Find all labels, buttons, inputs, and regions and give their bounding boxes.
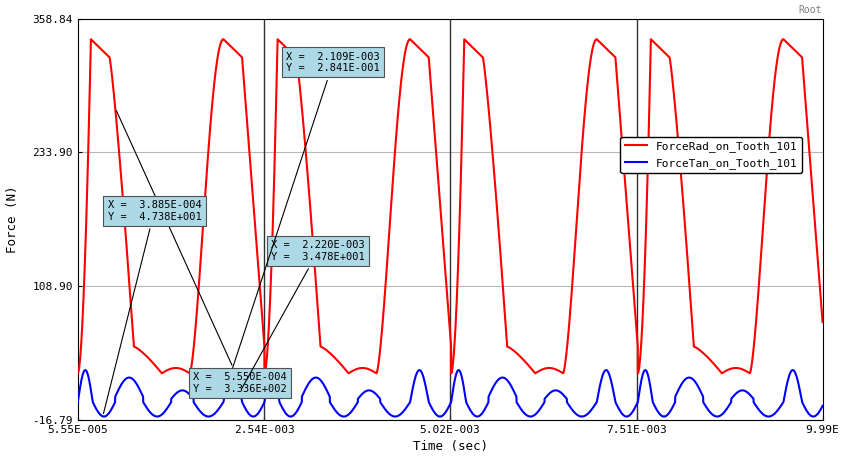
- ForceRad_on_Tooth_101: [513, 352, 523, 358]
- Legend: ForceRad_on_Tooth_101, ForceTan_on_Tooth_101: ForceRad_on_Tooth_101, ForceTan_on_Tooth…: [619, 137, 801, 173]
- Line: ForceRad_on_Tooth_101: ForceRad_on_Tooth_101: [78, 39, 821, 373]
- ForceTan_on_Tooth_101: [513, 403, 523, 409]
- ForceTan_on_Tooth_101: [338, 414, 349, 419]
- ForceTan_on_Tooth_101: [453, 367, 463, 373]
- Text: Root: Root: [798, 5, 821, 15]
- ForceTan_on_Tooth_101: [664, 409, 674, 414]
- ForceRad_on_Tooth_101: [342, 369, 352, 375]
- ForceTan_on_Tooth_101: [342, 413, 352, 418]
- Text: X =  5.550E-004
Y =  3.336E+002: X = 5.550E-004 Y = 3.336E+002: [116, 111, 287, 394]
- X-axis label: Time (sec): Time (sec): [412, 441, 487, 453]
- ForceRad_on_Tooth_101: [545, 365, 555, 371]
- ForceRad_on_Tooth_101: [110, 106, 120, 111]
- ForceTan_on_Tooth_101: [545, 389, 555, 395]
- ForceTan_on_Tooth_101: [73, 399, 83, 405]
- ForceTan_on_Tooth_101: [110, 394, 120, 399]
- Line: ForceTan_on_Tooth_101: ForceTan_on_Tooth_101: [78, 370, 821, 416]
- ForceRad_on_Tooth_101: [73, 370, 83, 376]
- Text: X =  2.109E-003
Y =  2.841E-001: X = 2.109E-003 Y = 2.841E-001: [232, 51, 380, 368]
- ForceRad_on_Tooth_101: [664, 56, 674, 61]
- ForceRad_on_Tooth_101: [624, 242, 634, 247]
- Y-axis label: Force (N): Force (N): [6, 186, 19, 253]
- ForceTan_on_Tooth_101: [816, 403, 826, 409]
- Text: X =  2.220E-003
Y =  3.478E+001: X = 2.220E-003 Y = 3.478E+001: [241, 240, 365, 389]
- ForceTan_on_Tooth_101: [625, 412, 635, 418]
- Text: X =  3.885E-004
Y =  4.738E+001: X = 3.885E-004 Y = 4.738E+001: [103, 200, 201, 414]
- ForceRad_on_Tooth_101: [645, 36, 655, 42]
- ForceRad_on_Tooth_101: [816, 319, 826, 325]
